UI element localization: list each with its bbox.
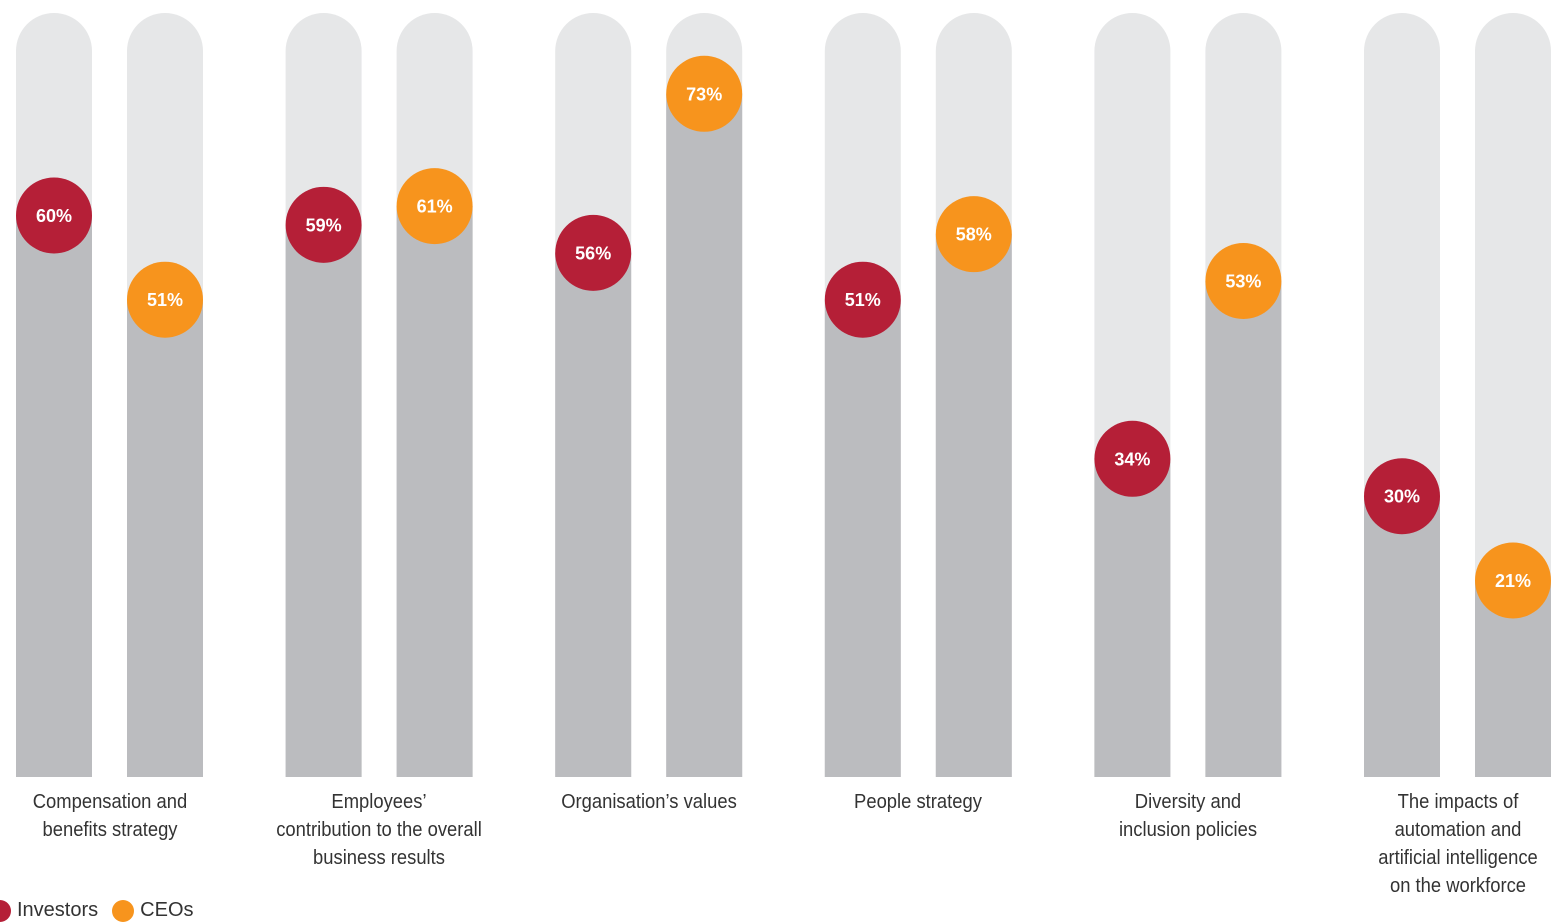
- bar-investors: [555, 252, 632, 777]
- value-marker-investors: [285, 186, 362, 263]
- legend-swatch-ceos: [112, 899, 135, 922]
- value-marker-ceos: [396, 168, 473, 245]
- value-marker-investors: [16, 177, 92, 254]
- value-marker-investors: [1364, 458, 1440, 535]
- legend-item-investors: Investors: [0, 899, 98, 922]
- category-label: Organisation’s values: [560, 791, 737, 813]
- category-label: Compensation and benefits strategy: [32, 791, 187, 841]
- legend: Investors CEOs: [0, 898, 208, 923]
- legend-label-investors: Investors: [17, 899, 99, 921]
- category-label: Diversity and inclusion policies: [1118, 791, 1257, 841]
- value-label: 21%: [1495, 571, 1531, 591]
- bar-investors: [16, 215, 92, 777]
- bar-ceos: [396, 206, 473, 778]
- bar-ceos: [666, 93, 743, 778]
- category-label: People strategy: [854, 791, 983, 813]
- chart-plot: 60% 51% 59% 61% 56% 73% 51% 58% 34% 53% 30% 21%: [16, 13, 1551, 778]
- value-label: 56%: [575, 243, 611, 263]
- value-marker-investors: [1094, 420, 1171, 497]
- value-label: 73%: [686, 84, 722, 104]
- value-label: 59%: [306, 215, 342, 235]
- bar-investors: [1364, 496, 1440, 777]
- legend-label-ceos: CEOs: [140, 899, 194, 921]
- value-label: 34%: [1114, 449, 1150, 469]
- value-label: 61%: [417, 197, 453, 217]
- value-marker-ceos: [1475, 542, 1551, 619]
- bar-investors: [824, 299, 901, 777]
- value-label: 58%: [956, 225, 992, 245]
- category-label: The impacts of automation and artificial…: [1377, 791, 1538, 897]
- value-label: 60%: [36, 206, 72, 226]
- bar-investors: [1094, 458, 1171, 777]
- value-marker-ceos: [935, 196, 1012, 273]
- value-label: 51%: [845, 290, 881, 310]
- category-label: Employees’ contribution to the overall b…: [276, 791, 482, 869]
- legend-item-ceos: CEOs: [112, 899, 194, 922]
- bar-ceos: [1205, 280, 1282, 777]
- value-label: 53%: [1225, 271, 1261, 291]
- value-marker-investors: [555, 214, 632, 291]
- value-marker-ceos: [1205, 242, 1282, 319]
- value-marker-ceos: [127, 261, 203, 338]
- bar-ceos: [935, 234, 1012, 777]
- bar-investors: [285, 224, 362, 778]
- value-label: 30%: [1384, 487, 1420, 507]
- value-label: 51%: [147, 290, 183, 310]
- bar-ceos: [127, 299, 203, 777]
- value-marker-investors: [824, 261, 901, 338]
- value-marker-ceos: [666, 55, 743, 132]
- legend-swatch-investors: [0, 899, 11, 922]
